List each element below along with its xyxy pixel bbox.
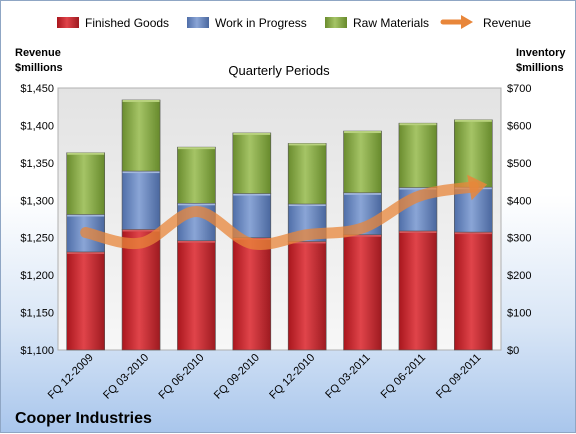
left-axis-tick-label: $1,200 (20, 270, 54, 282)
right-axis-tick-label: $200 (507, 270, 531, 282)
left-axis-tick-label: $1,100 (20, 345, 54, 357)
x-axis-tick-label: FQ 12-2010 (267, 352, 317, 402)
bar-top-highlight (123, 171, 160, 173)
bar-raw-materials (67, 153, 105, 215)
bar-top-highlight (344, 131, 381, 133)
legend-swatch-finished-goods (57, 17, 79, 28)
bar-top-highlight (67, 215, 104, 217)
x-axis-tick-label: FQ 06-2010 (157, 352, 207, 402)
bar-raw-materials (344, 131, 382, 193)
right-axis-tick-label: $100 (507, 308, 531, 320)
legend-label-revenue: Revenue (483, 16, 531, 30)
bar-top-highlight (399, 231, 436, 233)
right-axis-title-line1: Inventory (516, 47, 566, 59)
chart-subtitle: Quarterly Periods (228, 63, 330, 78)
right-axis-title-line2: $millions (516, 62, 564, 74)
left-axis-title-line1: Revenue (15, 47, 61, 59)
left-axis-title-line2: $millions (15, 62, 63, 74)
bar-finished-goods (399, 231, 437, 350)
bar-raw-materials (399, 123, 437, 187)
legend: Finished Goods Work in Progress Raw Mate… (57, 15, 531, 30)
bar-raw-materials (233, 133, 271, 194)
bar-raw-materials (454, 120, 492, 187)
bar-top-highlight (178, 241, 215, 243)
bar-top-highlight (233, 133, 270, 135)
legend-swatch-work-in-progress (187, 17, 209, 28)
left-axis-tick-label: $1,150 (20, 308, 54, 320)
bar-finished-goods (344, 235, 382, 350)
bar-raw-materials (122, 100, 160, 171)
bar-finished-goods (233, 238, 271, 350)
bar-finished-goods (177, 241, 215, 350)
bar-top-highlight (455, 232, 492, 234)
left-axis-tick-label: $1,250 (20, 233, 54, 245)
right-axis-tick-label: $300 (507, 233, 531, 245)
left-axis-tick-label: $1,450 (20, 83, 54, 95)
bar-top-highlight (67, 252, 104, 254)
bar-finished-goods (288, 241, 326, 350)
right-axis-tick-label: $400 (507, 195, 531, 207)
bar-top-highlight (344, 193, 381, 195)
bar-top-highlight (399, 123, 436, 125)
right-axis-tick-label: $700 (507, 83, 531, 95)
legend-swatch-raw-materials (325, 17, 347, 28)
bar-raw-materials (288, 143, 326, 204)
x-axis-tick-label: FQ 09-2011 (434, 352, 483, 401)
left-axis-tick-label: $1,350 (20, 158, 54, 170)
legend-label-raw-materials: Raw Materials (353, 16, 429, 30)
left-axis-tick-label: $1,400 (20, 120, 54, 132)
left-axis: $1,100 $1,150 $1,200 $1,250 $1,300 $1,350 $1,4… (20, 83, 54, 357)
company-name: Cooper Industries (15, 410, 152, 427)
right-axis: $0 $100 $200 $300 $400 $500 $600 $700 (507, 83, 531, 357)
right-axis-tick-label: $500 (507, 158, 531, 170)
right-axis-tick-label: $600 (507, 120, 531, 132)
x-axis-tick-label: FQ 03-2010 (101, 352, 151, 402)
bar-finished-goods (454, 232, 492, 350)
bar-top-highlight (178, 203, 215, 205)
bar-top-highlight (67, 153, 104, 155)
legend-label-finished-goods: Finished Goods (85, 16, 169, 30)
bar-top-highlight (123, 100, 160, 102)
bar-work-in-progress (122, 171, 160, 229)
left-axis-tick-label: $1,300 (20, 195, 54, 207)
bar-top-highlight (178, 147, 215, 149)
legend-swatch-revenue (443, 15, 473, 29)
bar-top-highlight (455, 120, 492, 122)
bar-raw-materials (177, 147, 215, 203)
x-axis-tick-label: FQ 06-2011 (379, 352, 428, 401)
x-axis-tick-label: FQ 09-2010 (212, 352, 262, 402)
legend-label-work-in-progress: Work in Progress (215, 16, 307, 30)
bar-top-highlight (289, 143, 326, 145)
x-axis-tick-label: FQ 03-2011 (323, 352, 372, 401)
bar-finished-goods (67, 252, 105, 350)
x-axis-tick-label: FQ 12-2009 (46, 352, 96, 402)
right-axis-tick-label: $0 (507, 345, 519, 357)
